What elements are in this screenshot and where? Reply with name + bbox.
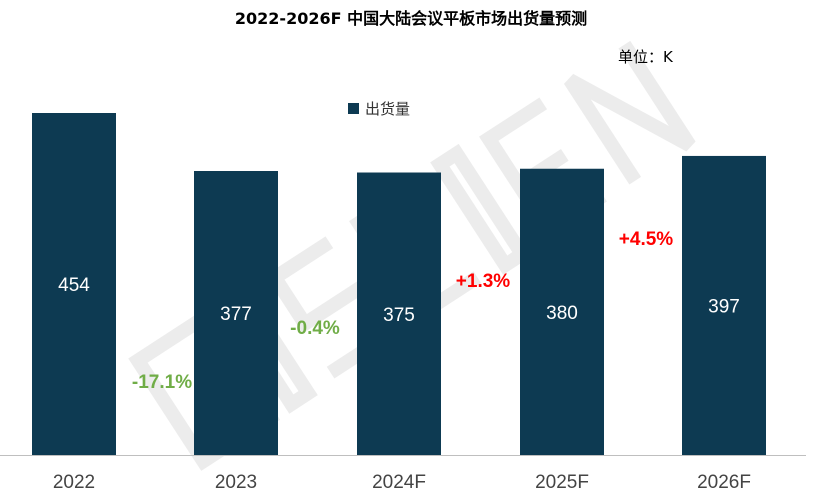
bar-value-label-2022: 454 <box>58 275 90 296</box>
bars-group <box>32 113 766 456</box>
bar-2025F <box>520 168 604 455</box>
legend-label: 出货量 <box>365 100 410 118</box>
x-tick-labels-group: 2022 2023 2024F 2025F 2026F <box>53 472 751 493</box>
growth-label-4: +4.5% <box>619 229 674 250</box>
x-tick-label-2024F: 2024F <box>372 472 426 493</box>
bar-2023 <box>194 171 278 456</box>
growth-label-2: -0.4% <box>290 318 340 339</box>
bar-2022 <box>32 113 116 455</box>
growth-labels-group: -17.1% -0.4% +1.3% +4.5% <box>132 229 673 393</box>
bar-2024F <box>357 172 441 455</box>
x-tick-label-2023: 2023 <box>215 472 257 493</box>
chart-title: 2022-2026F 中国大陆会议平板市场出货量预测 <box>235 9 587 28</box>
bar-value-label-2024F: 375 <box>383 305 415 326</box>
bar-value-label-2025F: 380 <box>546 303 578 324</box>
unit-label: 单位：K <box>618 48 674 66</box>
bar-labels-group: 454 377 375 380 397 <box>58 275 740 326</box>
growth-label-1: -17.1% <box>132 372 192 393</box>
x-tick-label-2022: 2022 <box>53 472 95 493</box>
legend: 出货量 <box>348 100 410 118</box>
bar-2026F <box>682 155 766 455</box>
x-tick-label-2025F: 2025F <box>535 472 589 493</box>
bar-value-label-2026F: 397 <box>708 296 740 317</box>
growth-label-3: +1.3% <box>456 271 511 292</box>
x-tick-label-2026F: 2026F <box>697 472 751 493</box>
bar-value-label-2023: 377 <box>220 304 252 325</box>
legend-swatch <box>348 103 359 114</box>
